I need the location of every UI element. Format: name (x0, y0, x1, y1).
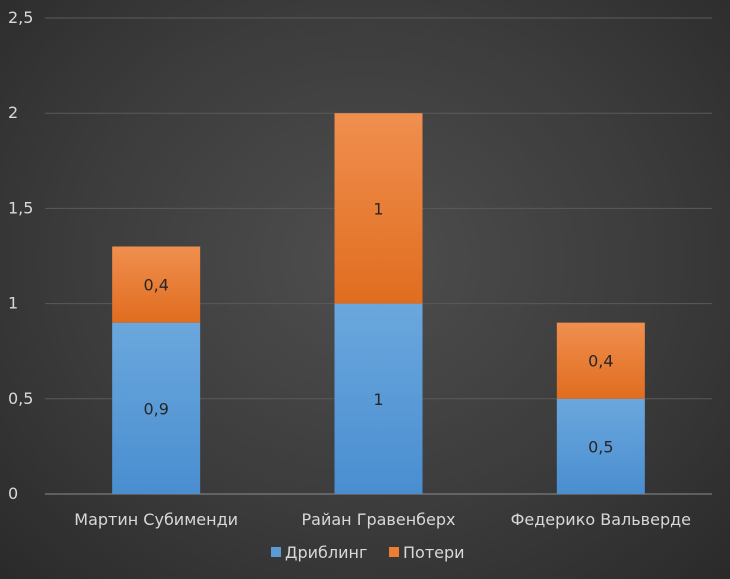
y-tick-label: 1 (8, 294, 18, 313)
legend: Дриблинг Потери (271, 543, 465, 562)
bars (112, 113, 645, 494)
legend-item: Потери (389, 543, 465, 562)
legend-swatch (389, 547, 399, 557)
data-label: 0,9 (143, 399, 168, 418)
legend-label: Потери (403, 543, 465, 562)
y-axis-ticks: 0 0,5 1 1,5 2 2,5 (8, 8, 33, 503)
data-label: 1 (373, 199, 383, 218)
y-tick-label: 0,5 (8, 389, 33, 408)
category-label: Мартин Субименди (74, 510, 238, 529)
y-tick-label: 2,5 (8, 8, 33, 27)
bar-segment-losses (112, 246, 201, 323)
data-label: 0,4 (588, 352, 613, 371)
y-tick-label: 1,5 (8, 198, 33, 217)
x-axis-categories: Мартин Субименди Райан Гравенберх Федерико… (74, 510, 691, 529)
legend-swatch (271, 547, 281, 557)
bar-segment-dribbling (556, 398, 645, 494)
y-tick-label: 2 (8, 103, 18, 122)
legend-label: Дриблинг (285, 543, 367, 562)
y-tick-label: 0 (8, 484, 18, 503)
legend-item: Дриблинг (271, 543, 367, 562)
category-label: Федерико Вальверде (511, 510, 691, 529)
bar-segment-dribbling (112, 322, 201, 494)
bar-segment-losses (556, 322, 645, 399)
data-label: 0,5 (588, 437, 613, 456)
bar-segment-dribbling (334, 303, 423, 494)
bar-segment-losses (334, 113, 423, 304)
data-label: 0,4 (143, 276, 168, 295)
data-label: 1 (373, 390, 383, 409)
category-label: Райан Гравенберх (302, 510, 456, 529)
data-labels: 0,9 0,4 1 1 0,5 0,4 (143, 199, 613, 456)
